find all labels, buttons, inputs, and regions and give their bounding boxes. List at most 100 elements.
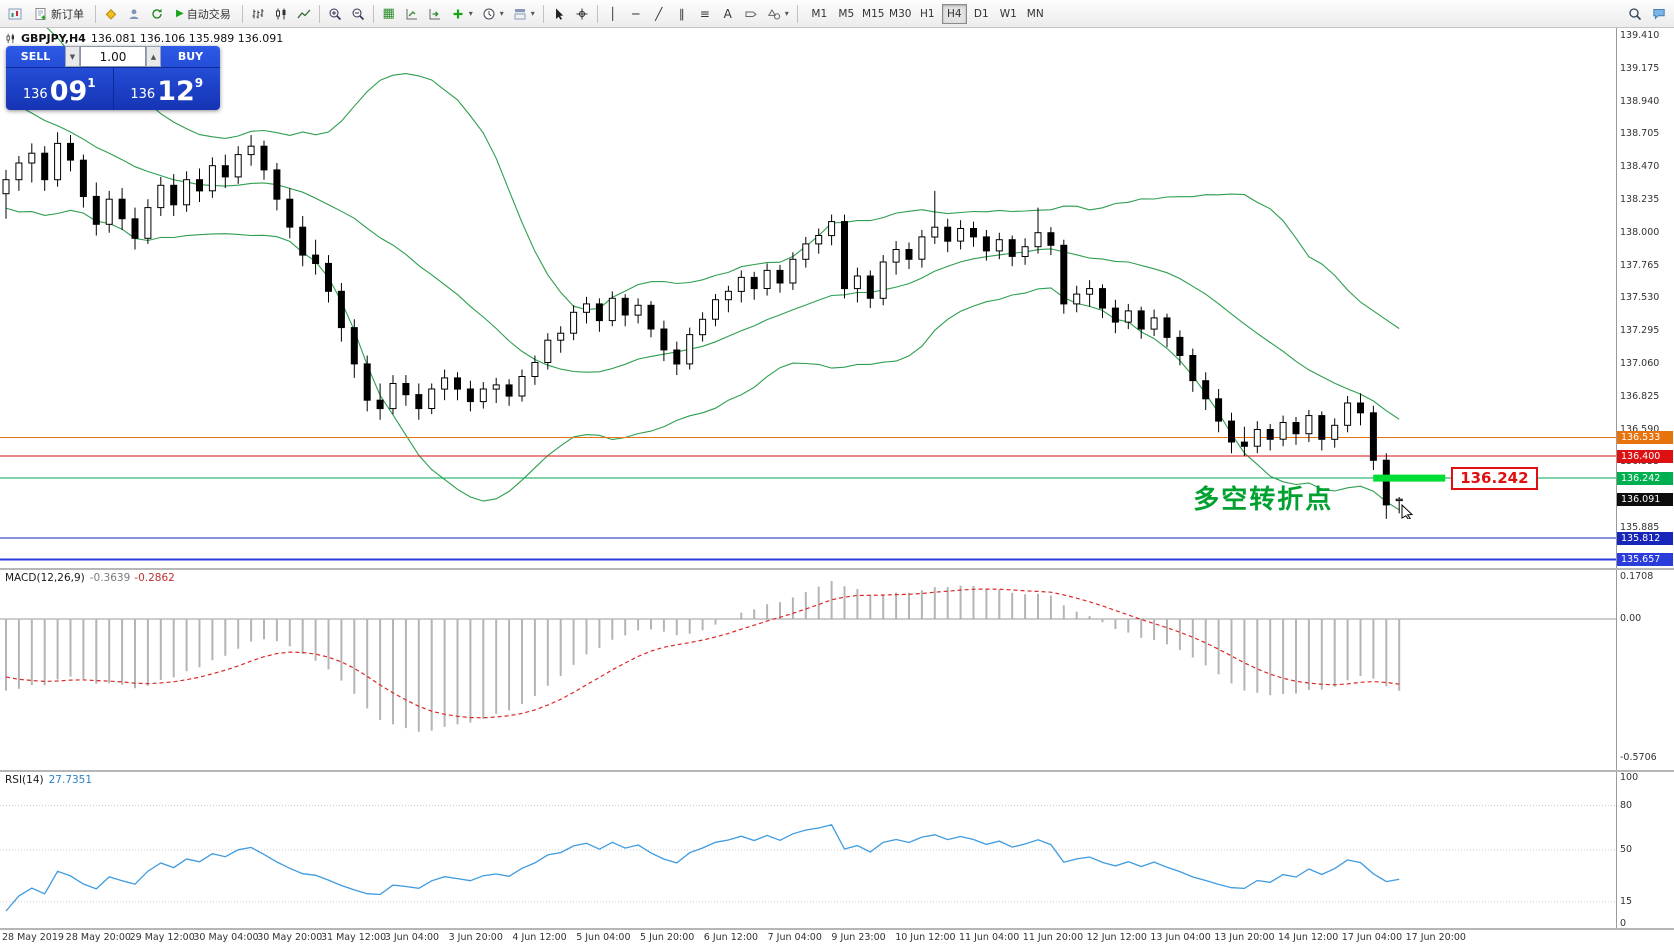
ohlc-values: 136.081 136.106 135.989 136.091 <box>90 32 284 45</box>
auto-scroll-button[interactable] <box>401 3 423 25</box>
mouse-cursor-icon <box>1401 503 1414 522</box>
price-axis[interactable]: 139.410 139.175 138.940 138.705 138.470 138.2… <box>1616 0 1674 947</box>
toolbar-separator <box>95 4 96 23</box>
macd-scale: 0.1708 0.00 -0.5706 <box>1616 0 1674 947</box>
clock-icon <box>483 8 495 19</box>
toolbar-separator <box>596 4 598 23</box>
rsi-scale-15: 15 <box>1620 896 1633 907</box>
chart-shift-icon <box>429 8 440 19</box>
time-axis-label: 17 Jun 04:00 <box>1341 932 1403 943</box>
timeframe-m30-button[interactable]: M30 <box>888 4 913 24</box>
fibonacci-tool-button[interactable]: ≡ <box>694 3 716 25</box>
bar-chart-button[interactable] <box>247 3 269 25</box>
price-axis-tags: 136.533 136.400 136.242 135.812 135.657 136.0… <box>1616 0 1674 947</box>
sell-price-button[interactable]: 136 09 1 <box>6 68 113 110</box>
autotrade-label: 自动交易 <box>186 7 231 21</box>
panel-separator <box>0 928 1674 930</box>
macd-panel[interactable] <box>0 570 1616 770</box>
candlestick-chart[interactable] <box>0 28 1616 568</box>
refresh-button[interactable] <box>146 3 168 25</box>
panel-separator[interactable] <box>0 770 1674 772</box>
volume-increase-button[interactable]: ▲ <box>146 46 161 67</box>
volume-decrease-button[interactable]: ▼ <box>65 46 80 67</box>
auto-scroll-icon <box>406 8 417 19</box>
rsi-value: 27.7351 <box>48 774 93 786</box>
price-callout-label[interactable]: 136.242 <box>1451 467 1538 491</box>
time-axis-label: 13 Jun 04:00 <box>1150 932 1211 943</box>
trendline-icon: ╱ <box>655 6 663 21</box>
price-tick: 136.590 <box>1620 423 1660 435</box>
periods-button[interactable]: ▾ <box>478 3 508 25</box>
candlestick-chart-button[interactable] <box>270 3 292 25</box>
macd-label: MACD(12,26,9) -0.3639 -0.2862 <box>5 572 175 584</box>
price-tag: 136.091 <box>1617 492 1673 506</box>
label-tag-icon <box>745 11 757 17</box>
profile-button[interactable] <box>123 3 145 25</box>
time-axis-label: 28 May 2019 <box>2 932 64 943</box>
horizontal-line-tool-button[interactable]: ─ <box>625 3 647 25</box>
time-axis-label: 3 Jun 04:00 <box>384 932 440 943</box>
channel-tool-button[interactable]: ∥ <box>671 3 693 25</box>
panel-separator[interactable] <box>0 568 1674 570</box>
price-tick: 138.000 <box>1620 226 1660 238</box>
price-tick: 136.825 <box>1620 390 1660 402</box>
search-button[interactable] <box>1624 3 1646 25</box>
autotrading-button[interactable]: ▶ 自动交易 <box>169 3 238 25</box>
grid-button[interactable]: ▦ <box>378 3 400 25</box>
timeframe-m5-button[interactable]: M5 <box>834 4 859 24</box>
crosshair-tool-button[interactable] <box>571 3 593 25</box>
rsi-scale-100: 100 <box>1620 772 1639 783</box>
shapes-tool-button[interactable]: ▾ <box>763 3 793 25</box>
turning-point-annotation[interactable]: 多空转折点 <box>1193 485 1334 516</box>
timeframe-d1-button[interactable]: D1 <box>969 4 994 24</box>
time-axis-label: 5 Jun 04:00 <box>576 932 631 943</box>
vertical-line-tool-button[interactable]: │ <box>602 3 624 25</box>
templates-button[interactable]: ▾ <box>509 3 539 25</box>
timeframe-h1-button[interactable]: H1 <box>915 4 940 24</box>
volume-input[interactable] <box>80 46 146 67</box>
dropdown-arrow-icon: ▾ <box>499 9 504 18</box>
rsi-scale-0: 0 <box>1620 918 1627 929</box>
cursor-tool-button[interactable] <box>548 3 570 25</box>
price-tick: 138.940 <box>1620 95 1660 107</box>
macd-scale-min: -0.5706 <box>1620 752 1657 763</box>
macd-name: MACD(12,26,9) <box>5 572 85 584</box>
horizontal-levels <box>0 436 1616 561</box>
market-watch-button[interactable] <box>100 3 122 25</box>
bollinger-bands <box>5 28 1400 511</box>
buy-button[interactable]: BUY <box>177 50 204 63</box>
new-order-label: 新订单 <box>51 7 84 21</box>
chat-button[interactable] <box>1648 3 1670 25</box>
rsi-panel[interactable] <box>0 772 1616 928</box>
macd-scale-zero: 0.00 <box>1620 613 1642 624</box>
channel-icon: ∥ <box>678 6 685 21</box>
timeframe-h4-button[interactable]: H4 <box>941 3 967 24</box>
line-chart-button[interactable] <box>293 3 315 25</box>
macd-main-value: -0.3639 <box>89 572 131 584</box>
time-axis-label: 13 Jun 20:00 <box>1214 932 1275 943</box>
text-tool-button[interactable]: A <box>717 3 739 25</box>
price-tick: 137.060 <box>1620 357 1660 369</box>
sell-price-whole: 136 <box>22 87 48 102</box>
buy-price-button[interactable]: 136 12 9 <box>114 68 221 110</box>
zoom-in-button[interactable] <box>324 3 346 25</box>
timeframe-m15-button[interactable]: M15 <box>861 4 886 24</box>
zoom-out-button[interactable] <box>347 3 369 25</box>
indicators-button[interactable]: ▾ <box>447 3 477 25</box>
price-tick: 138.235 <box>1620 193 1660 205</box>
trendline-tool-button[interactable]: ╱ <box>648 3 670 25</box>
price-tick: 135.885 <box>1620 521 1660 533</box>
timeframe-w1-button[interactable]: W1 <box>996 4 1021 24</box>
time-axis-label: 3 Jun 20:00 <box>448 932 503 943</box>
fibonacci-icon: ≡ <box>699 6 710 21</box>
trade-panel-divider <box>112 68 114 110</box>
chart-shift-button[interactable] <box>424 3 446 25</box>
rsi-name: RSI(14) <box>5 774 44 786</box>
timeframe-m1-button[interactable]: M1 <box>807 4 832 24</box>
cursor-icon <box>555 8 563 20</box>
timeframe-mn-button[interactable]: MN <box>1023 4 1048 24</box>
price-tag: 135.657 <box>1617 553 1673 567</box>
new-order-button[interactable]: 新订单 <box>27 3 91 25</box>
sell-button[interactable]: SELL <box>20 50 51 63</box>
label-tool-button[interactable] <box>740 3 762 25</box>
